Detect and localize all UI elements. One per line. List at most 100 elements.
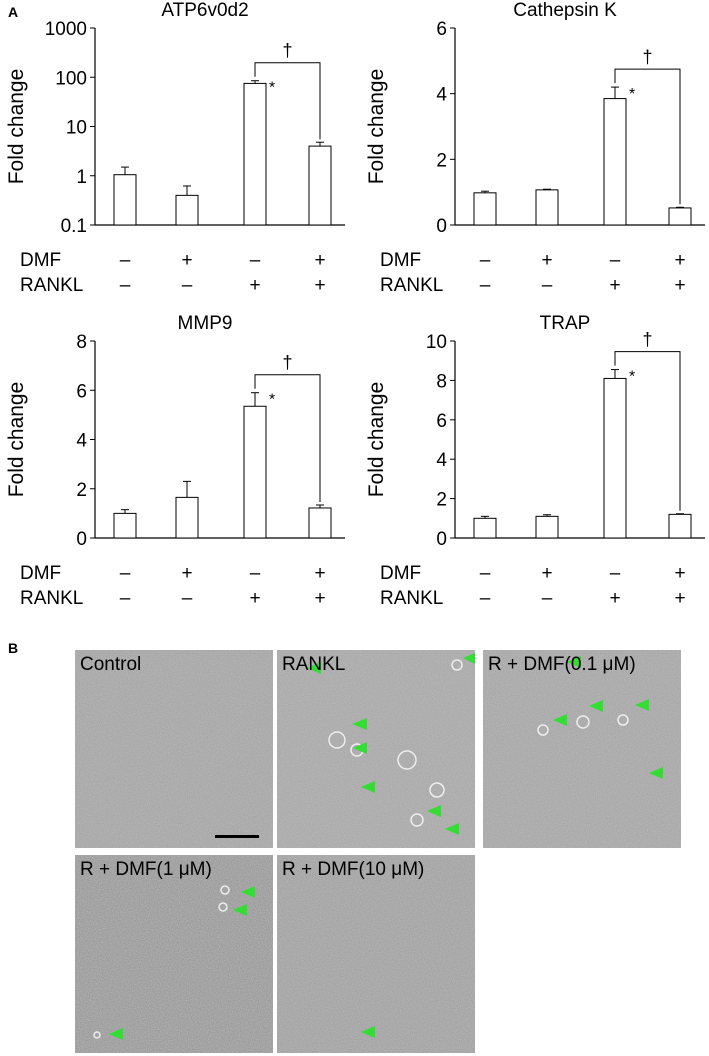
micrograph: RANKL: [277, 650, 475, 848]
condition-sign: +: [181, 250, 192, 271]
y-tick-label: 2: [436, 150, 447, 171]
y-tick-label: 0.1: [61, 216, 87, 237]
y-tick-label: 6: [76, 381, 87, 402]
bar: [243, 82, 267, 226]
y-tick-label: 4: [76, 431, 87, 452]
condition-sign: +: [674, 563, 685, 584]
y-tick-label: 100: [55, 68, 87, 89]
condition-sign: –: [182, 588, 193, 609]
bar: [113, 174, 137, 226]
y-tick-label: 0: [436, 529, 447, 550]
condition-name: RANKL: [20, 588, 83, 609]
significance-star: *: [269, 80, 275, 97]
chart-title: Cathepsin K: [513, 0, 617, 21]
significance-bracket: [254, 62, 321, 140]
bar: [668, 207, 692, 226]
micrograph-label: R + DMF(0.1 μM): [488, 654, 636, 675]
condition-name: DMF: [380, 563, 421, 584]
condition-sign: –: [250, 563, 261, 584]
micrograph: Control: [75, 650, 273, 848]
bar: [603, 98, 627, 226]
significance-star: *: [629, 86, 635, 103]
bar: [308, 507, 332, 539]
condition-name: RANKL: [380, 588, 443, 609]
y-tick-label: 2: [436, 490, 447, 511]
condition-sign: –: [610, 563, 621, 584]
condition-sign: +: [674, 275, 685, 296]
bar: [175, 496, 199, 539]
condition-name: RANKL: [20, 275, 83, 296]
condition-sign: +: [541, 563, 552, 584]
panel-label: B: [8, 640, 19, 656]
condition-sign: +: [314, 588, 325, 609]
condition-sign: +: [249, 588, 260, 609]
condition-sign: –: [480, 250, 491, 271]
condition-sign: –: [480, 588, 491, 609]
y-tick-label: 8: [76, 332, 87, 353]
y-tick-label: 4: [436, 450, 447, 471]
condition-sign: +: [674, 250, 685, 271]
chart-title: MMP9: [178, 313, 233, 334]
micrograph-image: [75, 855, 273, 1053]
condition-sign: –: [542, 588, 553, 609]
condition-sign: –: [610, 250, 621, 271]
micrograph-label: R + DMF(1 μM): [80, 859, 212, 880]
y-tick-label: 10: [66, 118, 87, 139]
condition-sign: +: [314, 563, 325, 584]
micrograph-label: R + DMF(10 μM): [282, 859, 425, 880]
chart-title: ATP6v0d2: [161, 0, 248, 21]
condition-name: RANKL: [380, 275, 443, 296]
condition-sign: +: [674, 588, 685, 609]
y-tick-label: 4: [436, 85, 447, 106]
significance-dagger: †: [642, 330, 652, 350]
micrograph: R + DMF(10 μM): [277, 855, 475, 1053]
micrograph-image: [277, 650, 475, 848]
y-tick-label: 6: [436, 19, 447, 40]
condition-sign: +: [541, 250, 552, 271]
condition-sign: +: [609, 588, 620, 609]
bar: [473, 192, 497, 226]
micrograph-image: [483, 650, 681, 848]
condition-name: DMF: [20, 563, 61, 584]
condition-sign: –: [480, 275, 491, 296]
significance-star: *: [629, 369, 635, 386]
bar: [535, 189, 559, 226]
y-tick-label: 0: [436, 216, 447, 237]
micrograph-image: [75, 650, 273, 848]
y-tick-label: 8: [436, 371, 447, 392]
bar: [535, 515, 559, 539]
condition-name: DMF: [20, 250, 61, 271]
significance-dagger: †: [282, 353, 292, 373]
condition-sign: +: [609, 275, 620, 296]
significance-dagger: †: [282, 41, 292, 61]
condition-sign: –: [120, 250, 131, 271]
condition-name: DMF: [380, 250, 421, 271]
bar: [473, 517, 497, 539]
bar: [113, 512, 137, 539]
y-tick-label: 0: [76, 529, 87, 550]
y-axis-label: Fold change: [5, 382, 28, 498]
panel-label: A: [8, 4, 19, 20]
micrograph-label: Control: [80, 654, 142, 675]
bar: [308, 145, 332, 226]
condition-sign: –: [480, 563, 491, 584]
bar: [603, 377, 627, 539]
condition-sign: –: [250, 250, 261, 271]
significance-star: *: [269, 392, 275, 409]
chart-title: TRAP: [540, 313, 591, 334]
condition-sign: –: [120, 563, 131, 584]
condition-sign: –: [120, 275, 131, 296]
y-tick-label: 6: [436, 411, 447, 432]
y-tick-label: 2: [76, 480, 87, 501]
micrograph: R + DMF(0.1 μM): [483, 650, 681, 848]
micrograph: R + DMF(1 μM): [75, 855, 273, 1053]
y-tick-label: 10: [426, 332, 447, 353]
condition-sign: –: [542, 275, 553, 296]
y-tick-label: 1: [76, 167, 87, 188]
condition-sign: +: [181, 563, 192, 584]
bar: [668, 513, 692, 539]
y-axis-label: Fold change: [365, 382, 388, 498]
bar: [243, 405, 267, 539]
